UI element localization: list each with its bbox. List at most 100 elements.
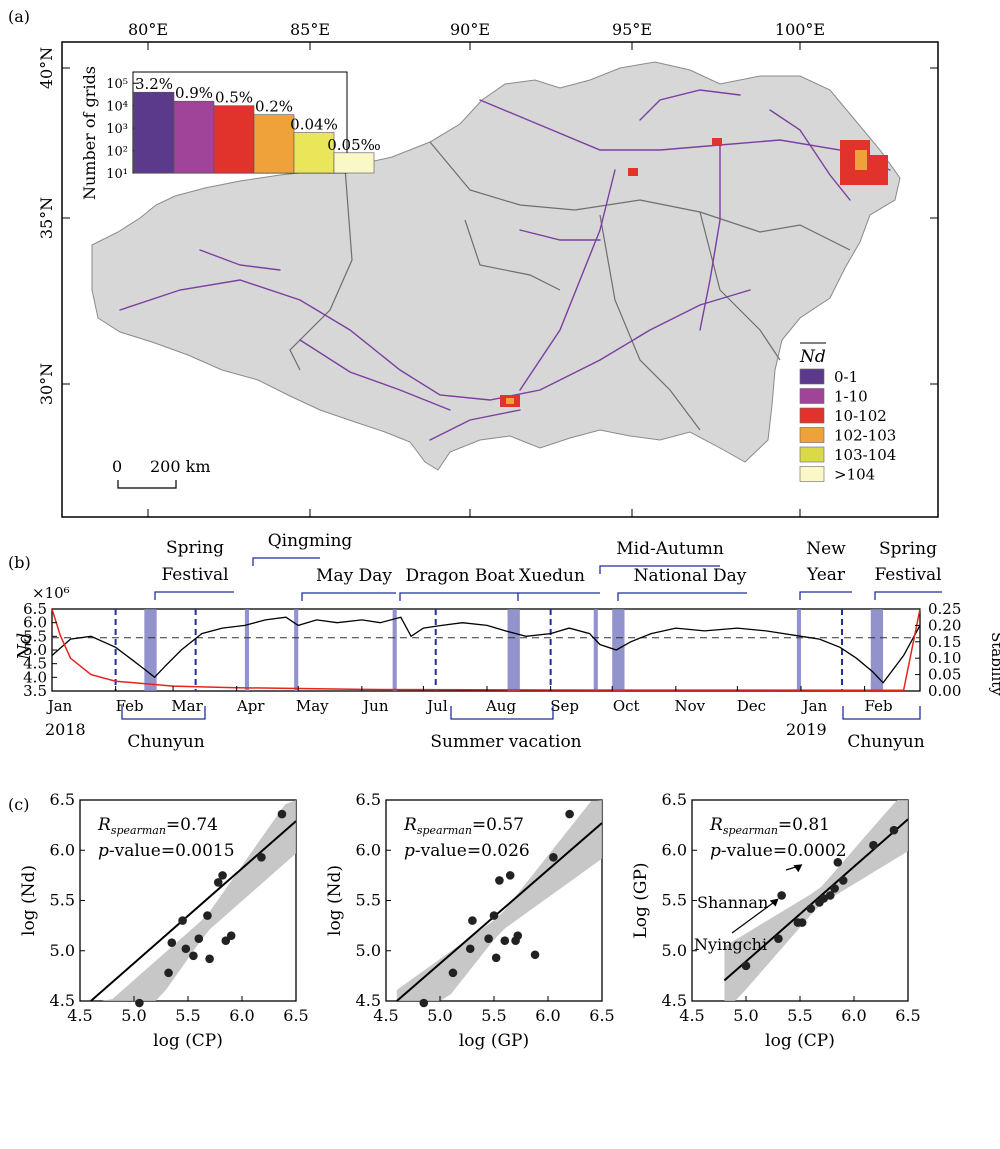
ytick-label: 6.0 bbox=[662, 840, 687, 859]
legend-swatch bbox=[799, 407, 825, 424]
ytick-left-label: 4.0 bbox=[23, 668, 47, 686]
x-axis-label: log (CP) bbox=[153, 1031, 223, 1051]
ytick-label: 6.5 bbox=[662, 790, 687, 809]
lon-label: 100°E bbox=[775, 20, 825, 39]
r-symbol: R bbox=[709, 815, 723, 835]
xtick-label: 4.5 bbox=[67, 1006, 92, 1025]
data-point bbox=[549, 852, 558, 862]
data-point bbox=[468, 916, 477, 925]
ytick-label: 4.5 bbox=[662, 991, 687, 1010]
holiday-label: Dragon Boat bbox=[405, 566, 514, 586]
spearman-label: Rspearman=0.81 bbox=[709, 815, 830, 837]
lon-label: 90°E bbox=[450, 20, 490, 39]
ytick-left-label: 3.5 bbox=[23, 682, 47, 700]
data-point bbox=[164, 968, 173, 978]
period-bracket bbox=[842, 706, 921, 720]
data-point bbox=[833, 858, 843, 867]
p-value-label: p-value=0.026 bbox=[404, 841, 530, 861]
ytick-right-label: 0.20 bbox=[928, 616, 961, 634]
scatter-plot-3: 4.5 5.0 5.5 6.0 6.5 6.5 6.0 5.5 5.0 4.5 log (CP) Lo… bbox=[631, 790, 921, 1051]
data-point bbox=[495, 876, 504, 885]
x-axis-label: log (GP) bbox=[459, 1031, 529, 1051]
data-point bbox=[489, 911, 499, 920]
ytick-label: 4.5 bbox=[356, 991, 381, 1010]
arrow-head bbox=[793, 864, 803, 873]
regression-line bbox=[90, 820, 297, 1002]
data-point bbox=[484, 934, 493, 943]
xtick-label: 4.5 bbox=[679, 1006, 704, 1025]
ytick-right-label: 0.00 bbox=[928, 682, 961, 700]
data-point bbox=[889, 825, 899, 835]
road-network bbox=[119, 89, 891, 441]
timeseries-panel: 6.56.05.55.04.54.03.50.250.200.150.100.0… bbox=[23, 531, 961, 752]
spearman-label: Rspearman=0.57 bbox=[403, 815, 524, 837]
inset-bar bbox=[173, 100, 215, 174]
month-label: May bbox=[296, 697, 329, 715]
data-point bbox=[869, 840, 878, 850]
legend-swatch bbox=[799, 446, 825, 463]
lon-label: 80°E bbox=[128, 20, 168, 39]
legend-label: >104 bbox=[834, 466, 875, 484]
month-label: Mar bbox=[171, 697, 203, 715]
data-point bbox=[448, 968, 458, 978]
annotation-label: Nyingchi bbox=[694, 935, 767, 954]
month-label: Jun bbox=[361, 697, 389, 715]
xtick-label: 5.0 bbox=[427, 1006, 452, 1025]
month-label: Feb bbox=[865, 697, 893, 715]
r-value: =0.57 bbox=[472, 815, 524, 835]
data-point bbox=[277, 809, 287, 819]
r-subscript: spearman bbox=[111, 824, 166, 837]
r-symbol: R bbox=[97, 815, 111, 835]
holiday-band bbox=[144, 609, 157, 691]
inset-bar-label: 0.9% bbox=[175, 84, 213, 102]
legend-swatch bbox=[799, 388, 825, 404]
holiday-label: Year bbox=[806, 565, 846, 585]
nd-line bbox=[51, 616, 921, 684]
year-label: 2018 bbox=[45, 720, 86, 739]
longitude-labels: 80°E 85°E 90°E 95°E 100°E bbox=[128, 20, 825, 517]
plot-area bbox=[51, 608, 921, 692]
holiday-label: Spring bbox=[166, 538, 224, 558]
ytick-label: 6.0 bbox=[356, 840, 381, 859]
data-point bbox=[218, 871, 227, 880]
legend-label: 103-104 bbox=[834, 446, 896, 464]
holiday-label: Festival bbox=[874, 565, 941, 585]
p-symbol: p bbox=[404, 841, 415, 861]
holiday-band bbox=[244, 609, 249, 691]
holiday-label: May Day bbox=[316, 566, 392, 586]
holiday-label: Spring bbox=[879, 539, 937, 559]
month-label: Feb bbox=[116, 697, 144, 715]
ytick-label: 5.5 bbox=[356, 891, 381, 910]
ytick-label: 6.5 bbox=[356, 790, 381, 809]
annotation-arrow bbox=[731, 898, 778, 934]
lon-label: 95°E bbox=[612, 20, 652, 39]
period-bracket bbox=[450, 706, 554, 720]
panel-c-label: (c) bbox=[8, 795, 29, 814]
ylabel-left: Nd bbox=[14, 633, 35, 661]
ytick-left-label: 5.0 bbox=[23, 641, 47, 659]
data-point bbox=[491, 953, 501, 963]
month-label: Apr bbox=[236, 697, 265, 715]
period-label: Chunyun bbox=[847, 732, 924, 752]
inset-ytick-label: 10¹ bbox=[106, 167, 128, 182]
data-point bbox=[221, 936, 231, 945]
inset-bar bbox=[213, 105, 255, 174]
holiday-bracket bbox=[252, 557, 320, 566]
inset-bar-label: 0.05‰ bbox=[327, 136, 381, 154]
latitude-labels: 40°N 35°N 30°N bbox=[37, 47, 938, 405]
data-point bbox=[203, 911, 212, 920]
scatter-plot-2: 4.5 5.0 5.5 6.0 6.5 6.5 6.0 5.5 5.0 4.5 log (GP) lo… bbox=[325, 790, 615, 1051]
holiday-band bbox=[294, 609, 299, 691]
data-point bbox=[513, 931, 523, 940]
p-value: -value=0.0002 bbox=[721, 841, 847, 861]
p-symbol: p bbox=[710, 841, 721, 861]
holiday-label: Qingming bbox=[268, 531, 353, 551]
data-point bbox=[830, 884, 839, 893]
ytick-left-label: 4.5 bbox=[23, 655, 47, 673]
scatter-panels: 4.5 5.0 5.5 6.0 6.5 6.5 6.0 5.5 5.0 4.5 log (CP) lo… bbox=[19, 790, 921, 1051]
holiday-bracket bbox=[599, 565, 720, 574]
month-label: Dec bbox=[737, 697, 766, 715]
ylabel-right: Stability bbox=[988, 632, 1000, 696]
xtick-label: 6.5 bbox=[589, 1006, 614, 1025]
y-axis-label: Log (GP) bbox=[631, 862, 651, 938]
